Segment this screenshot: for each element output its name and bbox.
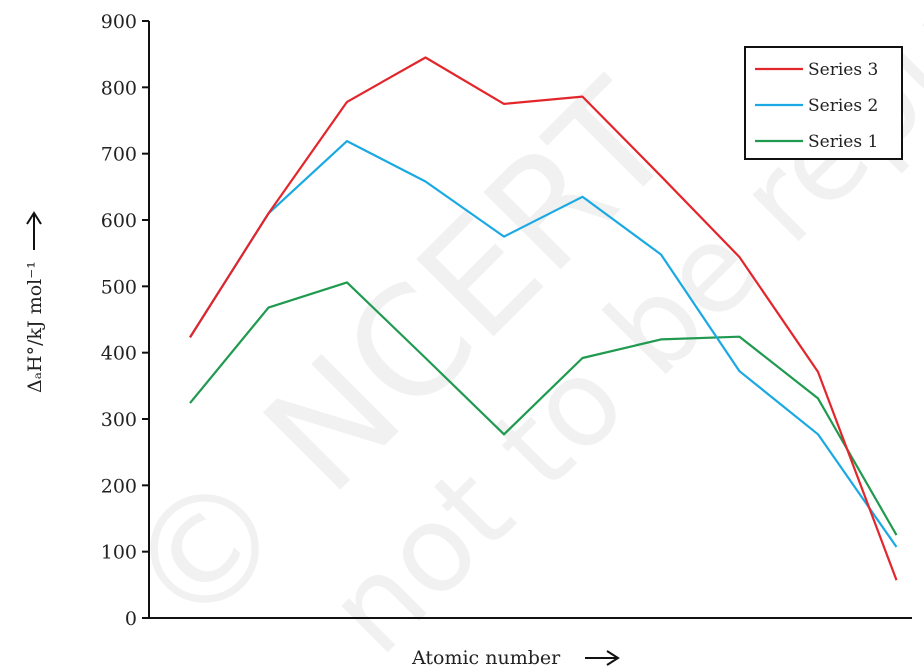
x-axis-arrow bbox=[585, 650, 620, 666]
y-axis-title: ΔₐH°/kJ mol⁻¹ bbox=[24, 261, 46, 393]
y-tick-label: 800 bbox=[101, 77, 137, 99]
y-axis-arrow bbox=[26, 211, 42, 250]
plot-area bbox=[189, 56, 898, 581]
y-tick-label: 100 bbox=[101, 542, 137, 564]
legend-label: Series 1 bbox=[808, 132, 878, 152]
y-tick-label: 0 bbox=[125, 608, 137, 630]
y-tick-label: 900 bbox=[101, 11, 137, 33]
legend-label: Series 2 bbox=[808, 96, 878, 116]
series-line-series-1 bbox=[189, 281, 898, 536]
y-tick-label: 700 bbox=[101, 144, 137, 166]
y-tick-label: 600 bbox=[101, 210, 137, 232]
y-axis: 0 100 200 300 400 500 600 700 800 900 bbox=[101, 11, 150, 630]
y-tick-label: 200 bbox=[101, 475, 137, 497]
y-tick-label: 500 bbox=[101, 276, 137, 298]
series-line-series-2 bbox=[189, 140, 898, 548]
y-tick-label: 300 bbox=[101, 409, 137, 431]
legend-label: Series 3 bbox=[808, 60, 878, 80]
legend: Series 3 Series 2 Series 1 bbox=[744, 46, 903, 160]
y-tick-label: 400 bbox=[101, 343, 137, 365]
series-line-series-3 bbox=[189, 56, 898, 581]
x-axis-title: Atomic number bbox=[411, 647, 561, 669]
